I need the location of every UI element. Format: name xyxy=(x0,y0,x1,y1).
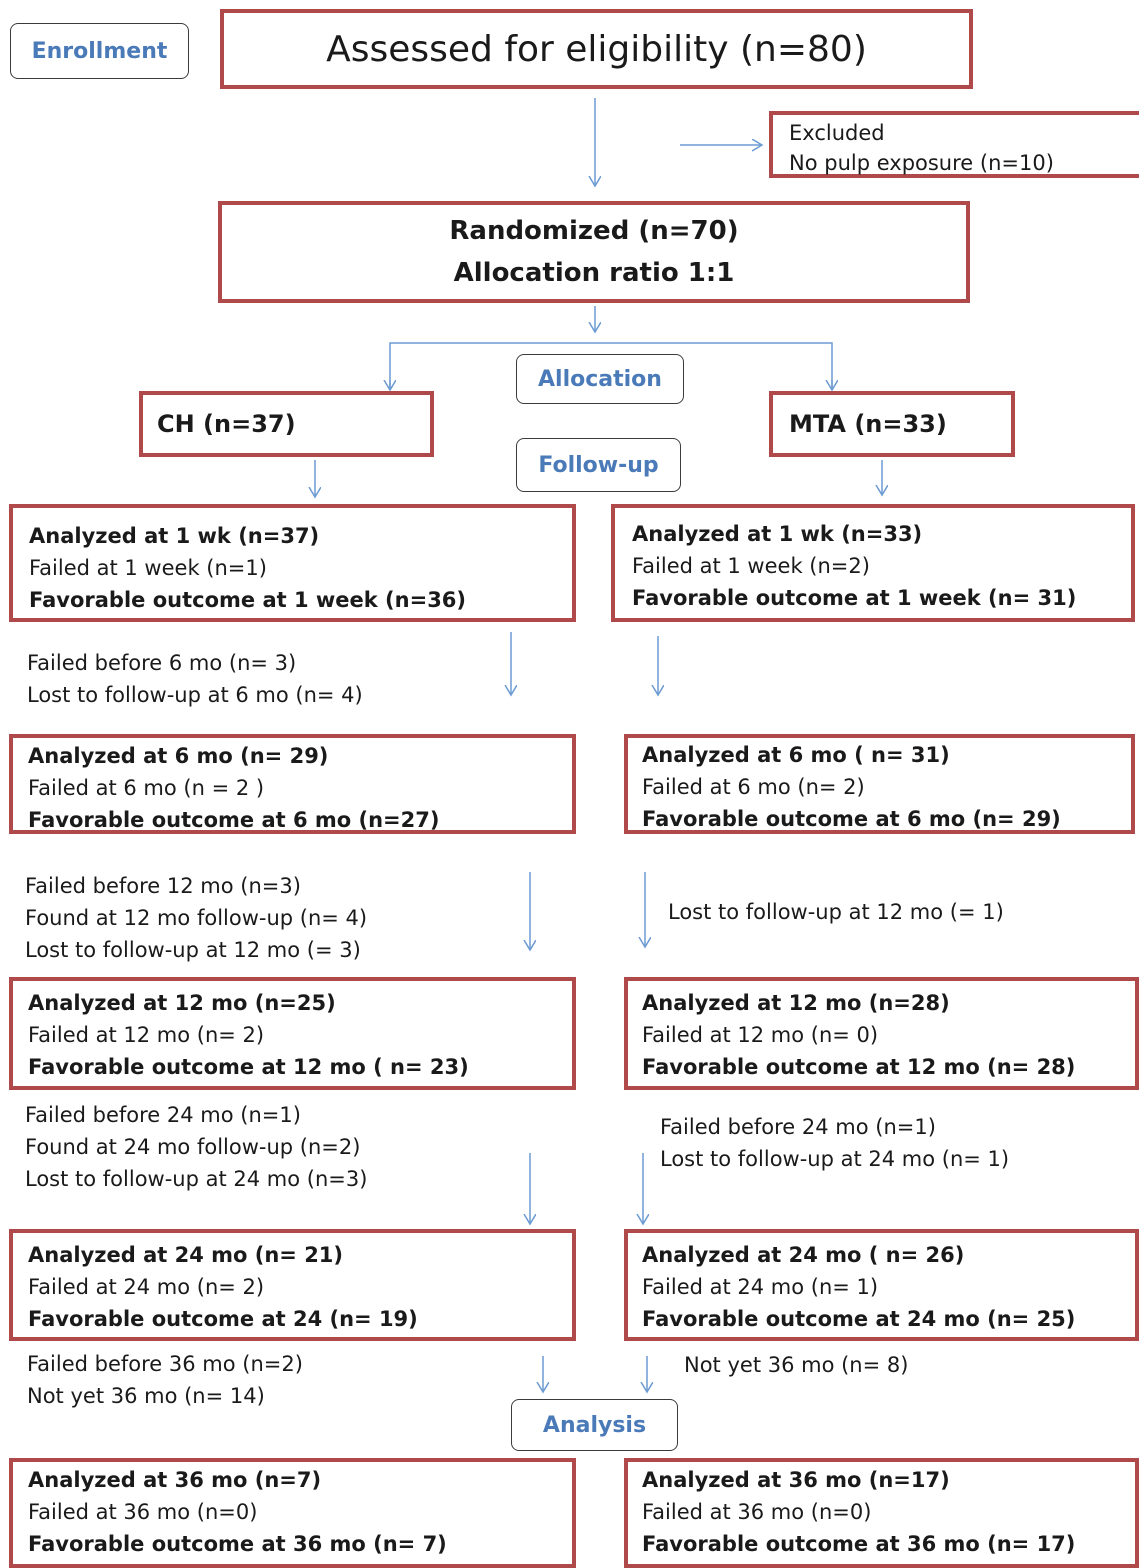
ch-6mo-box: Analyzed at 6 mo (n= 29) Failed at 6 mo … xyxy=(9,734,576,834)
mta-before-12mo-text: Lost to follow-up at 12 mo (= 1) xyxy=(668,896,1004,928)
mta-before-36mo-text: Not yet 36 mo (n= 8) xyxy=(684,1349,908,1381)
ch-6mo-favorable: Favorable outcome at 6 mo (n=27) xyxy=(28,808,440,832)
ch-failed-before-36mo: Failed before 36 mo (n=2) xyxy=(27,1352,303,1376)
mta-12mo-box: Analyzed at 12 mo (n=28) Failed at 12 mo… xyxy=(624,977,1139,1090)
ch-1wk-failed: Failed at 1 week (n=1) xyxy=(29,556,267,580)
ch-24mo-analyzed: Analyzed at 24 mo (n= 21) xyxy=(28,1243,344,1267)
mta-6mo-favorable: Favorable outcome at 6 mo (n= 29) xyxy=(642,807,1061,831)
ch-before-36mo-text: Failed before 36 mo (n=2) Not yet 36 mo … xyxy=(27,1348,303,1412)
mta-6mo-box: Analyzed at 6 mo ( n= 31) Failed at 6 mo… xyxy=(624,734,1135,834)
ch-12mo-failed: Failed at 12 mo (n= 2) xyxy=(28,1023,265,1047)
mta-36mo-favorable: Favorable outcome at 36 mo (n= 17) xyxy=(642,1532,1076,1556)
mta-24mo-favorable: Favorable outcome at 24 mo (n= 25) xyxy=(642,1307,1076,1331)
mta-6mo-failed: Failed at 6 mo (n= 2) xyxy=(642,775,865,799)
ch-1wk-favorable: Favorable outcome at 1 week (n=36) xyxy=(29,588,467,612)
mta-1wk-failed: Failed at 1 week (n=2) xyxy=(632,554,870,578)
assessed-label: Assessed for eligibility (n=80) xyxy=(326,28,867,70)
ch-before-6mo-text: Failed before 6 mo (n= 3) Lost to follow… xyxy=(27,647,363,711)
ch-1wk-box: Analyzed at 1 wk (n=37) Failed at 1 week… xyxy=(9,504,576,622)
ch-6mo-failed: Failed at 6 mo (n = 2 ) xyxy=(28,776,265,800)
ch-before-24mo-text: Failed before 24 mo (n=1) Found at 24 mo… xyxy=(25,1099,367,1195)
excluded-title: Excluded xyxy=(789,121,885,145)
ch-found-12mo: Found at 12 mo follow-up (n= 4) xyxy=(25,906,368,930)
assessed-box: Assessed for eligibility (n=80) xyxy=(220,9,973,89)
ch-24mo-favorable: Favorable outcome at 24 (n= 19) xyxy=(28,1307,418,1331)
mta-lost-24mo: Lost to follow-up at 24 mo (n= 1) xyxy=(660,1147,1010,1171)
ch-group-label: CH (n=37) xyxy=(157,410,296,438)
allocation-ratio: Allocation ratio 1:1 xyxy=(453,258,735,288)
enrollment-tag: Enrollment xyxy=(10,23,189,79)
mta-not-yet-36mo: Not yet 36 mo (n= 8) xyxy=(684,1353,909,1377)
ch-24mo-box: Analyzed at 24 mo (n= 21) Failed at 24 m… xyxy=(9,1229,576,1341)
randomized-box: Randomized (n=70) Allocation ratio 1:1 xyxy=(218,201,970,303)
ch-lost-6mo: Lost to follow-up at 6 mo (n= 4) xyxy=(27,683,363,707)
mta-1wk-box: Analyzed at 1 wk (n=33) Failed at 1 week… xyxy=(611,504,1135,622)
ch-36mo-analyzed: Analyzed at 36 mo (n=7) xyxy=(28,1468,322,1492)
analysis-tag: Analysis xyxy=(511,1399,678,1451)
mta-before-24mo-text: Failed before 24 mo (n=1) Lost to follow… xyxy=(660,1111,1009,1175)
mta-1wk-analyzed: Analyzed at 1 wk (n=33) xyxy=(632,522,923,546)
allocation-tag: Allocation xyxy=(516,354,684,404)
mta-1wk-favorable: Favorable outcome at 1 week (n= 31) xyxy=(632,586,1077,610)
randomized-label: Randomized (n=70) xyxy=(449,216,739,246)
ch-36mo-failed: Failed at 36 mo (n=0) xyxy=(28,1500,258,1524)
mta-12mo-analyzed: Analyzed at 12 mo (n=28) xyxy=(642,991,950,1015)
followup-tag: Follow-up xyxy=(516,438,681,492)
ch-failed-before-24mo: Failed before 24 mo (n=1) xyxy=(25,1103,301,1127)
ch-lost-24mo: Lost to follow-up at 24 mo (n=3) xyxy=(25,1167,368,1191)
ch-12mo-box: Analyzed at 12 mo (n=25) Failed at 12 mo… xyxy=(9,977,576,1090)
ch-12mo-analyzed: Analyzed at 12 mo (n=25) xyxy=(28,991,336,1015)
mta-36mo-analyzed: Analyzed at 36 mo (n=17) xyxy=(642,1468,950,1492)
mta-24mo-failed: Failed at 24 mo (n= 1) xyxy=(642,1275,879,1299)
ch-6mo-analyzed: Analyzed at 6 mo (n= 29) xyxy=(28,744,329,768)
ch-12mo-favorable: Favorable outcome at 12 mo ( n= 23) xyxy=(28,1055,469,1079)
ch-lost-12mo: Lost to follow-up at 12 mo (= 3) xyxy=(25,938,361,962)
mta-24mo-analyzed: Analyzed at 24 mo ( n= 26) xyxy=(642,1243,965,1267)
mta-12mo-favorable: Favorable outcome at 12 mo (n= 28) xyxy=(642,1055,1076,1079)
mta-36mo-box: Analyzed at 36 mo (n=17) Failed at 36 mo… xyxy=(624,1458,1139,1568)
split-line xyxy=(389,342,833,390)
mta-36mo-failed: Failed at 36 mo (n=0) xyxy=(642,1500,872,1524)
ch-not-yet-36mo: Not yet 36 mo (n= 14) xyxy=(27,1384,265,1408)
ch-failed-before-12mo: Failed before 12 mo (n=3) xyxy=(25,874,301,898)
mta-lost-12mo: Lost to follow-up at 12 mo (= 1) xyxy=(668,900,1004,924)
ch-failed-before-6mo: Failed before 6 mo (n= 3) xyxy=(27,651,297,675)
excluded-reason: No pulp exposure (n=10) xyxy=(789,151,1054,175)
mta-failed-before-24mo: Failed before 24 mo (n=1) xyxy=(660,1115,936,1139)
mta-24mo-box: Analyzed at 24 mo ( n= 26) Failed at 24 … xyxy=(624,1229,1139,1341)
ch-36mo-favorable: Favorable outcome at 36 mo (n= 7) xyxy=(28,1532,447,1556)
excluded-box: Excluded No pulp exposure (n=10) xyxy=(769,111,1139,178)
mta-6mo-analyzed: Analyzed at 6 mo ( n= 31) xyxy=(642,743,950,767)
ch-group-box: CH (n=37) xyxy=(139,391,434,457)
mta-group-box: MTA (n=33) xyxy=(769,391,1015,457)
ch-1wk-analyzed: Analyzed at 1 wk (n=37) xyxy=(29,524,320,548)
mta-12mo-failed: Failed at 12 mo (n= 0) xyxy=(642,1023,879,1047)
ch-36mo-box: Analyzed at 36 mo (n=7) Failed at 36 mo … xyxy=(9,1458,576,1568)
ch-before-12mo-text: Failed before 12 mo (n=3) Found at 12 mo… xyxy=(25,870,367,966)
ch-found-24mo: Found at 24 mo follow-up (n=2) xyxy=(25,1135,361,1159)
ch-24mo-failed: Failed at 24 mo (n= 2) xyxy=(28,1275,265,1299)
mta-group-label: MTA (n=33) xyxy=(789,410,947,438)
